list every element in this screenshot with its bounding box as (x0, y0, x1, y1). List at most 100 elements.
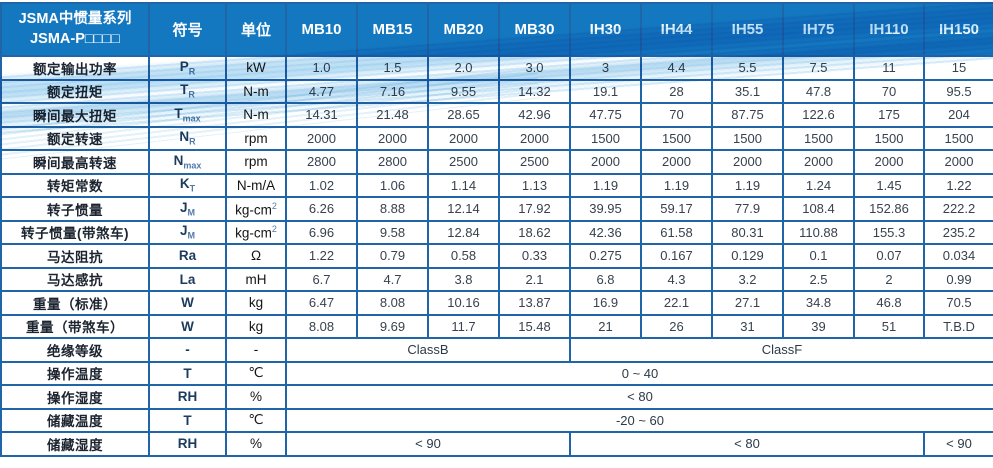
symbol-subscript: R (189, 137, 196, 148)
value-cell: 7.5 (782, 55, 855, 81)
spec-table: JSMA中惯量系列 JSMA-P□□□□ 符号 单位 MB10 MB15 MB20 M… (0, 2, 993, 457)
model-col-header: MB10 (285, 2, 358, 57)
row-label: 重量（标准） (0, 290, 150, 316)
value-cell: 6.96 (285, 219, 358, 245)
unit-cell: kg-cm2 (225, 196, 287, 222)
value-cell: 7.16 (356, 78, 429, 104)
unit-text: kg-cm (235, 202, 272, 217)
value-cell: 12.84 (427, 219, 500, 245)
symbol-text: J (179, 223, 188, 239)
value-cell: 4.77 (285, 78, 358, 104)
value-cell: 2000 (711, 149, 784, 175)
value-cell: 0.58 (427, 243, 500, 269)
model-col-header: MB20 (427, 2, 500, 57)
value-cell: 110.88 (782, 219, 855, 245)
spec-table-body: 额定输出功率 PR kW 1.0 1.5 2.0 3.0 3 4.4 5.5 7.5 11 15 额定扭矩… (0, 55, 993, 457)
symbol-cell: PR (148, 55, 227, 81)
value-cell: 8.08 (285, 313, 358, 339)
symbol-subscript: R (188, 90, 195, 101)
value-cell: 0.1 (782, 243, 855, 269)
row-label: 马达感抗 (0, 266, 150, 292)
value-cell: 0.129 (711, 243, 784, 269)
value-cell: 2000 (427, 125, 500, 151)
unit-text: mH (245, 271, 267, 287)
unit-cell: kg (225, 313, 287, 339)
model-col-header: IH150 (923, 2, 993, 57)
unit-superscript: 2 (271, 224, 277, 234)
value-cell: 175 (853, 102, 925, 128)
value-cell: 2500 (427, 149, 500, 175)
symbol-cell: RH (148, 384, 227, 410)
value-cell: 46.8 (853, 290, 925, 316)
span-value-cell: -20 ~ 60 (285, 407, 993, 433)
row-label: 重量（带煞车） (0, 313, 150, 339)
value-cell: 4.7 (356, 266, 429, 292)
series-title-line1: JSMA中惯量系列 (18, 10, 132, 27)
value-cell: 1.5 (356, 55, 429, 81)
value-cell: 2000 (569, 149, 642, 175)
row-label: 转矩常数 (0, 172, 150, 198)
row-label: 操作温度 (0, 360, 150, 386)
symbol-text: N (179, 129, 190, 145)
value-cell: 80.31 (711, 219, 784, 245)
value-cell: 152.86 (853, 196, 925, 222)
value-cell: 22.1 (640, 290, 713, 316)
value-cell: 5.5 (711, 55, 784, 81)
value-cell: 16.9 (569, 290, 642, 316)
value-cell: 0.275 (569, 243, 642, 269)
value-cell: 1.06 (356, 172, 429, 198)
symbol-subscript: T (189, 184, 196, 195)
unit-cell: ℃ (225, 407, 287, 433)
symbol-text: P (179, 58, 189, 74)
value-cell: 235.2 (923, 219, 993, 245)
spec-span-row: 绝缘等级 - - ClassB ClassF (0, 337, 993, 363)
value-cell: 39 (782, 313, 855, 339)
value-cell: 27.1 (711, 290, 784, 316)
value-cell: 3.2 (711, 266, 784, 292)
value-cell: 2500 (498, 149, 571, 175)
spec-row: 转子惯量 JM kg-cm2 6.26 8.88 12.14 17.92 39.95 59.17… (0, 196, 993, 222)
spec-row: 额定输出功率 PR kW 1.0 1.5 2.0 3.0 3 4.4 5.5 7.5 11 15 (0, 55, 993, 81)
unit-cell: mH (225, 266, 287, 292)
value-cell: 3.8 (427, 266, 500, 292)
value-cell: 122.6 (782, 102, 855, 128)
symbol-cell: T (148, 360, 227, 386)
unit-cell: rpm (225, 149, 287, 175)
value-cell: 1500 (782, 125, 855, 151)
unit-superscript: 2 (271, 200, 277, 211)
symbol-text: T (174, 105, 183, 121)
value-cell: 1.19 (711, 172, 784, 198)
value-cell: 15 (923, 55, 993, 81)
value-cell: 28.65 (427, 102, 500, 128)
row-label: 额定扭矩 (0, 78, 150, 104)
value-cell: 1500 (569, 125, 642, 151)
row-label: 瞬间最高转速 (0, 149, 150, 175)
value-cell: 4.3 (640, 266, 713, 292)
value-cell: 11 (853, 55, 925, 81)
value-cell: 1500 (853, 125, 925, 151)
spec-span-row: 操作温度 T ℃ 0 ~ 40 (0, 360, 993, 386)
value-cell: 10.16 (427, 290, 500, 316)
symbol-cell: La (148, 266, 227, 292)
unit-cell: N-m/A (225, 172, 287, 198)
model-col-header: IH110 (853, 2, 925, 57)
spec-span-row: 储藏湿度 RH% < 90 < 80 < 90 (0, 431, 993, 457)
value-cell: 2.1 (498, 266, 571, 292)
series-title-line2: JSMA-P□□□□ (30, 30, 120, 47)
spec-span-row: 储藏温度 T ℃ -20 ~ 60 (0, 407, 993, 433)
value-cell: 17.92 (498, 196, 571, 222)
value-cell: 31 (711, 313, 784, 339)
value-cell: 18.62 (498, 219, 571, 245)
header-row: JSMA中惯量系列 JSMA-P□□□□ 符号 单位 MB10 MB15 MB20 M… (0, 2, 993, 57)
model-col-header: IH30 (569, 2, 642, 57)
col-header-unit: 单位 (225, 2, 287, 57)
unit-cell: ℃ (225, 360, 287, 386)
value-cell: 155.3 (853, 219, 925, 245)
unit-cell: N-m (225, 102, 287, 128)
value-cell: 6.47 (285, 290, 358, 316)
row-label: 绝缘等级 (0, 337, 150, 363)
value-cell: 15.48 (498, 313, 571, 339)
symbol-subscript: R (188, 66, 196, 77)
